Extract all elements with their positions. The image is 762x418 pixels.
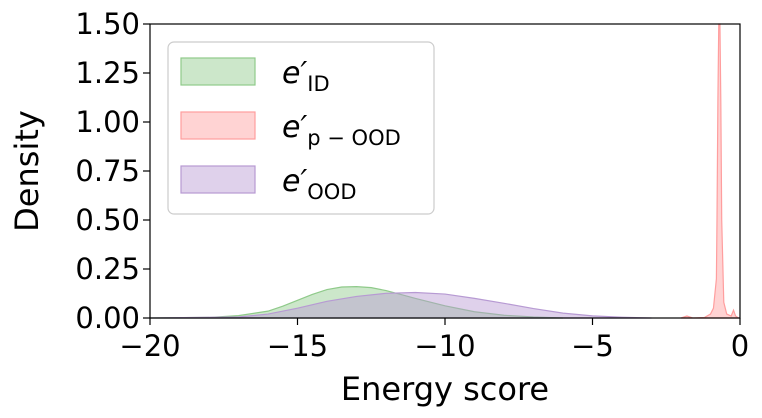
y-tick-label: 1.25 [75, 56, 140, 90]
legend-label-0: e′ID [282, 56, 330, 96]
y-axis: 0.00 0.25 0.50 0.75 1.00 1.25 1.50 [75, 7, 150, 335]
x-tick-label: −15 [267, 329, 328, 363]
x-tick-label: −20 [119, 329, 180, 363]
series-area-2 [149, 291, 652, 319]
legend-label-2: e′OOD [282, 164, 357, 204]
legend-swatch-2 [180, 165, 256, 194]
x-axis-label: Energy score [341, 370, 549, 408]
x-tick-label: 0 [731, 329, 749, 363]
y-tick-label: 1.00 [75, 105, 140, 139]
y-tick-label: 0.00 [75, 301, 140, 335]
y-tick-label: 0.75 [75, 154, 140, 188]
y-tick-label: 0.25 [75, 252, 140, 286]
legend-label-1: e′p − OOD [282, 110, 401, 150]
y-tick-label: 1.50 [75, 7, 140, 41]
x-tick-label: −5 [571, 329, 614, 363]
y-tick-label: 0.50 [75, 203, 140, 237]
legend: e′ID e′p − OOD e′OOD [167, 41, 435, 215]
y-axis-label: Density [8, 110, 46, 232]
x-tick-label: −10 [414, 329, 475, 363]
x-axis: −20 −15 −10 −5 0 [119, 318, 749, 363]
series-area-0 [149, 286, 564, 319]
legend-swatch-0 [180, 57, 256, 86]
legend-swatch-1 [180, 111, 256, 140]
